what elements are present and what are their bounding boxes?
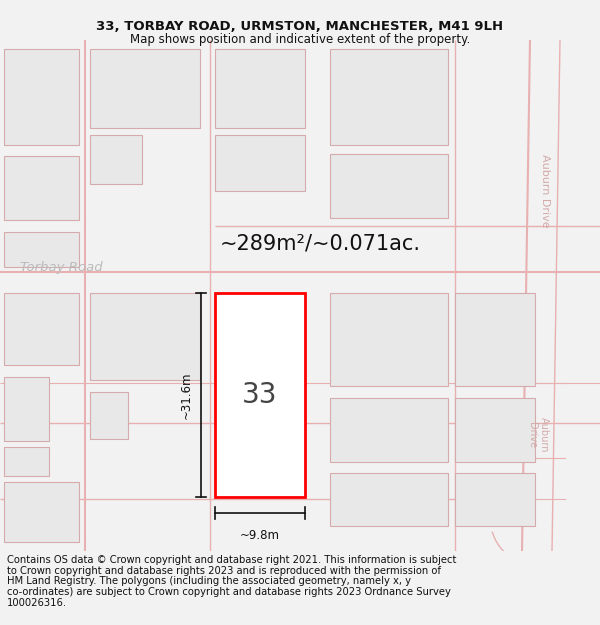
Text: HM Land Registry. The polygons (including the associated geometry, namely x, y: HM Land Registry. The polygons (includin… [7, 576, 411, 586]
Text: Torbay Road: Torbay Road [20, 261, 103, 274]
Bar [330, 398, 448, 462]
Text: 100026316.: 100026316. [7, 598, 67, 608]
Bar [455, 293, 535, 386]
Text: ~9.8m: ~9.8m [240, 529, 280, 542]
Bar [4, 156, 79, 220]
Bar [4, 377, 49, 441]
Bar [4, 293, 79, 366]
Bar [455, 398, 535, 462]
Bar [4, 481, 79, 542]
Text: Auburn Drive: Auburn Drive [540, 154, 550, 228]
Text: Auburn
Drive: Auburn Drive [527, 418, 549, 452]
Bar [90, 293, 200, 381]
Bar [215, 293, 305, 497]
Bar [330, 49, 448, 144]
Bar [90, 392, 128, 439]
Text: 33: 33 [242, 381, 278, 409]
Bar [455, 473, 535, 526]
Bar [215, 49, 305, 128]
Bar [90, 49, 200, 128]
Bar [4, 447, 49, 476]
Bar [215, 293, 305, 497]
Text: Contains OS data © Crown copyright and database right 2021. This information is : Contains OS data © Crown copyright and d… [7, 555, 457, 565]
Bar [215, 135, 305, 191]
Text: ~289m²/~0.071ac.: ~289m²/~0.071ac. [220, 233, 421, 253]
Bar [330, 473, 448, 526]
Text: 33, TORBAY ROAD, URMSTON, MANCHESTER, M41 9LH: 33, TORBAY ROAD, URMSTON, MANCHESTER, M4… [97, 20, 503, 33]
Text: to Crown copyright and database rights 2023 and is reproduced with the permissio: to Crown copyright and database rights 2… [7, 566, 441, 576]
Text: ~31.6m: ~31.6m [180, 371, 193, 419]
Bar [90, 135, 142, 184]
Bar [4, 232, 79, 267]
Text: Map shows position and indicative extent of the property.: Map shows position and indicative extent… [130, 32, 470, 46]
Bar [330, 293, 448, 386]
Bar [4, 49, 79, 144]
Bar [330, 154, 448, 218]
Text: co-ordinates) are subject to Crown copyright and database rights 2023 Ordnance S: co-ordinates) are subject to Crown copyr… [7, 587, 451, 597]
